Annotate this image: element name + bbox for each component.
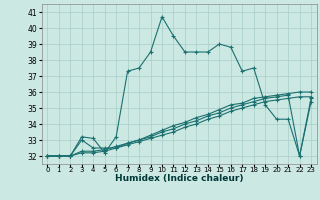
X-axis label: Humidex (Indice chaleur): Humidex (Indice chaleur) (115, 174, 244, 183)
